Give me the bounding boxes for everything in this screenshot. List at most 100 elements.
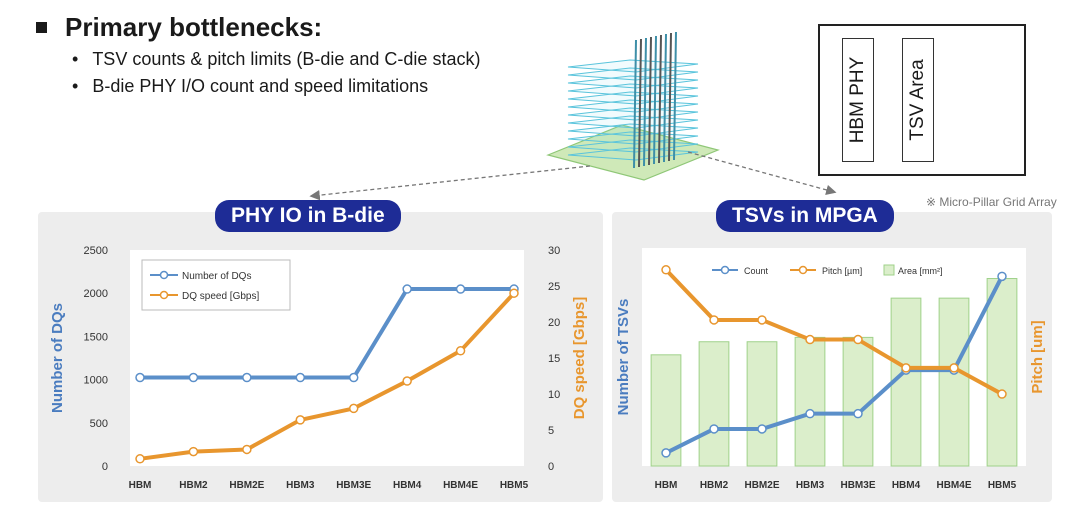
legend-marker bbox=[159, 290, 169, 300]
phy-io-title-pill: PHY IO in B-die bbox=[215, 200, 401, 232]
data-point bbox=[757, 424, 767, 434]
area-bar bbox=[698, 341, 730, 467]
area-bar bbox=[938, 297, 970, 467]
data-point bbox=[348, 403, 359, 414]
y2-tick-label: 30 bbox=[548, 245, 560, 257]
y-tick-label: 2000 bbox=[84, 288, 108, 300]
dot-bullet-icon: • bbox=[72, 76, 79, 96]
y2-tick-label: 5 bbox=[548, 425, 554, 437]
x-tick-label: HBM3 bbox=[796, 480, 825, 491]
y-tick-label: 1000 bbox=[84, 375, 108, 387]
tsv-pillar bbox=[653, 35, 657, 165]
data-point bbox=[135, 454, 145, 464]
y2-tick-label: 15 bbox=[548, 353, 560, 365]
phy-io-chart: 0 500 1000 1500 2000 2500 0 5 10 15 20 25 30 HBM HBM2 H… bbox=[49, 245, 588, 491]
data-point bbox=[997, 271, 1007, 282]
x-tick-label: HBM5 bbox=[988, 480, 1017, 491]
data-point bbox=[661, 265, 671, 275]
legend-label: Area [mm²] bbox=[898, 266, 943, 276]
data-point bbox=[853, 408, 863, 419]
area-bar bbox=[746, 341, 778, 467]
data-point bbox=[757, 315, 767, 325]
data-point bbox=[661, 448, 671, 458]
y-tick-label: 500 bbox=[90, 418, 108, 430]
bullet-block: Primary bottlenecks: • TSV counts & pitc… bbox=[34, 12, 480, 97]
tsv-pillar bbox=[633, 39, 637, 169]
heading-row: Primary bottlenecks: bbox=[34, 12, 480, 43]
x-tick-label: HBM bbox=[129, 480, 152, 491]
y2-tick-label: 20 bbox=[548, 317, 560, 329]
data-point bbox=[805, 408, 815, 419]
data-point bbox=[188, 446, 199, 457]
legend-marker bbox=[883, 264, 895, 276]
data-point bbox=[709, 315, 719, 325]
heading: Primary bottlenecks: bbox=[65, 12, 323, 42]
tsv-pillar bbox=[663, 33, 667, 163]
data-point bbox=[242, 372, 252, 383]
tsv-pillar bbox=[668, 32, 672, 162]
data-point bbox=[901, 363, 911, 373]
tsv-title-pill: TSVs in MPGA bbox=[716, 200, 894, 232]
legend-label: Number of DQs bbox=[182, 271, 251, 282]
stacked-die-layer bbox=[567, 59, 699, 73]
square-bullet-icon bbox=[36, 22, 47, 33]
data-point bbox=[853, 334, 863, 345]
x-tick-label: HBM5 bbox=[500, 480, 529, 491]
y-tick-label: 2500 bbox=[84, 245, 108, 257]
data-point bbox=[709, 424, 719, 434]
x-tick-label: HBM2 bbox=[179, 480, 208, 491]
data-point bbox=[242, 444, 252, 455]
tsv-pillar bbox=[643, 37, 647, 167]
x-tick-label: HBM2E bbox=[744, 480, 779, 491]
area-bar bbox=[986, 278, 1018, 467]
series-line bbox=[140, 287, 514, 380]
hbm-phy-block: HBM PHY bbox=[842, 38, 874, 162]
x-tick-label: HBM2E bbox=[229, 480, 264, 491]
series-line bbox=[139, 291, 516, 461]
legend-marker bbox=[720, 265, 730, 275]
legend-label: DQ speed [Gbps] bbox=[182, 291, 259, 302]
tsv-area-block: TSV Area bbox=[902, 38, 934, 162]
data-point bbox=[402, 284, 412, 294]
legend-label: Count bbox=[744, 266, 769, 276]
data-point bbox=[135, 372, 145, 383]
y2-tick-label: 0 bbox=[548, 461, 554, 473]
y2-tick-label: 25 bbox=[548, 281, 560, 293]
series-line bbox=[664, 268, 1003, 396]
tsv-chart: HBM HBM2 HBM2E HBM3 HBM3E HBM4 HBM4E HBM5 Number… bbox=[615, 248, 1046, 491]
x-tick-label: HBM4E bbox=[443, 480, 478, 491]
data-point bbox=[348, 372, 359, 383]
tsv-pillar bbox=[648, 36, 652, 166]
dashed-arrow-right bbox=[687, 151, 837, 195]
mpga-footnote: ※ Micro-Pillar Grid Array bbox=[926, 195, 1057, 209]
x-tick-label: HBM4 bbox=[892, 480, 921, 491]
y-axis-label: Number of DQs bbox=[49, 303, 66, 413]
tsv-pillar bbox=[658, 34, 662, 164]
legend-marker bbox=[159, 270, 169, 280]
data-point bbox=[402, 376, 412, 386]
y-tick-label: 0 bbox=[102, 461, 108, 473]
legend-marker bbox=[798, 265, 808, 275]
x-tick-label: HBM bbox=[655, 480, 678, 491]
y2-axis-label: DQ speed [Gbps] bbox=[571, 297, 588, 420]
y2-axis-label: Pitch [um] bbox=[1029, 320, 1046, 393]
area-legend-box: HBM PHY TSV Area bbox=[818, 24, 1026, 176]
bullet-text: B-die PHY I/O count and speed limitation… bbox=[92, 76, 429, 96]
phy-io-panel: 0 500 1000 1500 2000 2500 0 5 10 15 20 25 30 HBM HBM2 H… bbox=[38, 212, 603, 502]
area-bar bbox=[794, 336, 826, 467]
bullet-item: • B-die PHY I/O count and speed limitati… bbox=[72, 76, 480, 97]
y-tick-label: 1500 bbox=[84, 331, 108, 343]
y-axis-label: Number of TSVs bbox=[615, 299, 632, 416]
x-tick-label: HBM4E bbox=[936, 480, 971, 491]
x-tick-label: HBM4 bbox=[393, 480, 422, 491]
tsv-pillar bbox=[673, 31, 677, 161]
series-line bbox=[665, 275, 1004, 455]
chart-legend bbox=[141, 259, 291, 311]
x-tick-label: HBM3E bbox=[336, 480, 371, 491]
base-die-layer bbox=[546, 124, 720, 181]
x-tick-label: HBM3 bbox=[286, 480, 315, 491]
tsv-pillar bbox=[638, 38, 642, 168]
data-point bbox=[188, 372, 199, 383]
data-point bbox=[455, 284, 466, 294]
data-point bbox=[997, 389, 1007, 399]
